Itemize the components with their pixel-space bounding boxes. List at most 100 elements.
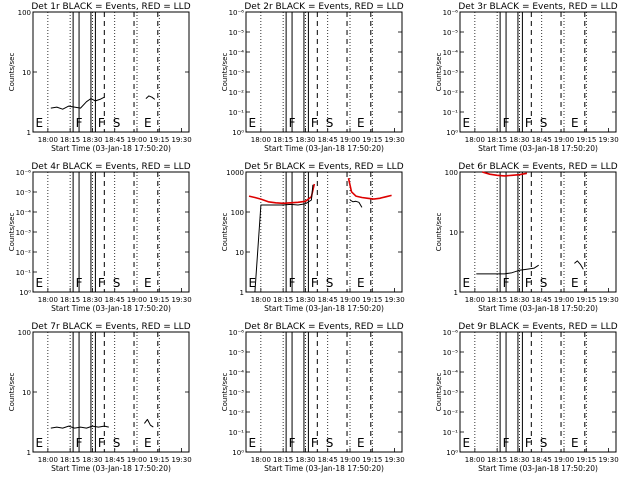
marker-e: E [144,276,152,290]
marker-s: S [540,276,548,290]
marker-e: E [462,116,470,130]
x-tick-label: 18:00 [251,296,271,304]
y-tick-label: 10 [22,69,31,77]
marker-f: F [98,436,105,450]
x-tick-label: 19:30 [598,296,618,304]
y-tick-label: 10⁻⁵ [443,29,459,37]
x-axis-label: Start Time (03-Jan-18 17:50:20) [478,304,598,313]
y-tick-label: 10⁻⁶ [229,329,245,337]
x-tick-label: 19:15 [149,456,169,464]
marker-f: F [503,116,510,130]
y-tick-label: 10⁻⁵ [229,349,245,357]
marker-f: F [525,276,532,290]
y-tick-label: 10⁻¹ [229,429,245,437]
y-tick-label: 10⁻² [443,89,459,97]
x-tick-label: 18:45 [532,456,552,464]
x-tick-label: 18:15 [487,136,507,144]
marker-f: F [503,276,510,290]
x-tick-label: 18:30 [82,136,102,144]
panel-6: Det 6r BLACK = Events, RED = LLD Counts/s… [435,162,619,313]
x-tick-label: 18:15 [60,136,80,144]
x-tick-label: 18:15 [60,296,80,304]
y-tick-label: 10⁰ [19,289,31,297]
y-tick-label: 10 [449,229,458,237]
x-tick-label: 18:00 [465,136,485,144]
y-tick-label: 100 [231,209,244,217]
marker-f: F [76,116,83,130]
panel-5: Det 5r BLACK = Events, RED = LLD Counts/s… [221,162,405,313]
x-tick-label: 19:00 [127,136,147,144]
panel-title: Det 5r BLACK = Events, RED = LLD [244,162,403,172]
y-tick-label: 10⁰ [446,449,458,457]
y-axis-label: Counts/sec [221,213,229,252]
y-tick-label: 100 [18,329,31,337]
marker-f: F [525,116,532,130]
series-lld [248,178,392,205]
series-events [50,418,154,429]
y-axis-label: Counts/sec [435,373,443,412]
marker-s: S [540,116,548,130]
marker-f: F [311,436,318,450]
x-tick-label: 18:00 [251,136,271,144]
x-axis-label: Start Time (03-Jan-18 17:50:20) [264,304,384,313]
panel-2: Det 2r BLACK = Events, RED = LLD Counts/s… [221,2,405,153]
y-axis-label: Counts/sec [221,53,229,92]
y-tick-label: 10⁻⁵ [229,29,245,37]
x-tick-label: 18:30 [295,456,315,464]
y-tick-label: 10⁻³ [229,389,245,397]
x-tick-label: 18:00 [38,296,58,304]
panel-title: Det 9r BLACK = Events, RED = LLD [458,322,617,332]
x-tick-label: 19:30 [384,296,404,304]
marker-e: E [357,116,365,130]
y-tick-label: 10⁻¹ [443,429,459,437]
x-tick-label: 18:00 [465,456,485,464]
panel-title: Det 8r BLACK = Events, RED = LLD [244,322,403,332]
x-tick-label: 19:30 [598,136,618,144]
marker-f: F [311,276,318,290]
marker-s: S [540,436,548,450]
y-tick-label: 10⁻⁶ [443,329,459,337]
x-tick-label: 18:45 [105,296,125,304]
y-tick-label: 10⁻¹ [443,109,459,117]
x-tick-label: 18:45 [105,456,125,464]
x-tick-label: 18:15 [487,456,507,464]
marker-f: F [76,276,83,290]
marker-e: E [571,436,579,450]
y-tick-label: 10 [235,249,244,257]
marker-f: F [98,116,105,130]
x-tick-label: 19:30 [598,456,618,464]
y-tick-label: 1000 [226,169,244,177]
marker-f: F [98,276,105,290]
x-tick-label: 18:15 [487,296,507,304]
panel-title: Det 4r BLACK = Events, RED = LLD [31,162,190,172]
marker-e: E [462,276,470,290]
x-tick-label: 18:15 [273,296,293,304]
series-lld [482,171,528,177]
marker-e: E [571,276,579,290]
marker-e: E [462,436,470,450]
marker-e: E [571,116,579,130]
x-tick-label: 19:00 [554,456,574,464]
y-tick-label: 10⁻⁴ [229,369,245,377]
panel-title: Det 1r BLACK = Events, RED = LLD [31,2,190,12]
x-tick-label: 19:30 [171,456,191,464]
marker-f: F [289,436,296,450]
y-tick-label: 10⁻¹ [16,269,32,277]
series-events [254,184,363,293]
y-tick-label: 10⁻⁵ [16,189,32,197]
x-tick-label: 18:30 [509,456,529,464]
x-tick-label: 18:00 [38,136,58,144]
y-tick-label: 1 [240,289,244,297]
y-tick-label: 100 [18,9,31,17]
x-tick-label: 18:15 [273,136,293,144]
marker-s: S [326,276,334,290]
panel-title: Det 6r BLACK = Events, RED = LLD [458,162,617,172]
panel-1: Det 1r BLACK = Events, RED = LLD Counts/s… [8,2,192,153]
panel-title: Det 3r BLACK = Events, RED = LLD [458,2,617,12]
x-axis-label: Start Time (03-Jan-18 17:50:20) [264,144,384,153]
y-tick-label: 10⁻² [229,89,245,97]
x-tick-label: 18:45 [532,136,552,144]
marker-e: E [35,116,43,130]
x-tick-label: 18:15 [60,456,80,464]
